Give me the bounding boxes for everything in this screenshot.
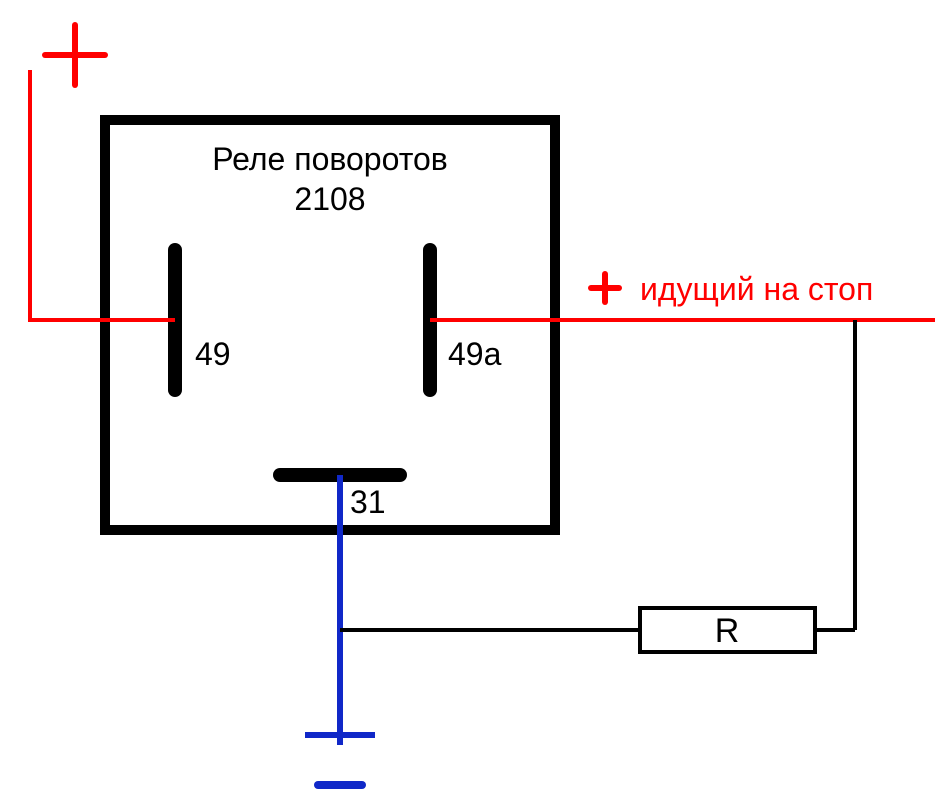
- terminal-31-label: 31: [350, 484, 386, 520]
- terminal-49a-label: 49a: [448, 336, 502, 372]
- resistor-label: R: [715, 612, 740, 650]
- plus-symbol-out: [591, 274, 619, 302]
- relay-title-1: Реле поворотов: [212, 141, 448, 177]
- plus-symbol-in: [45, 25, 105, 85]
- relay-schematic: Реле поворотов 2108 49 49a 31 идущий на …: [0, 0, 935, 801]
- out-label: идущий на стоп: [640, 271, 873, 307]
- terminal-49-label: 49: [195, 336, 231, 372]
- relay-title-2: 2108: [294, 181, 365, 217]
